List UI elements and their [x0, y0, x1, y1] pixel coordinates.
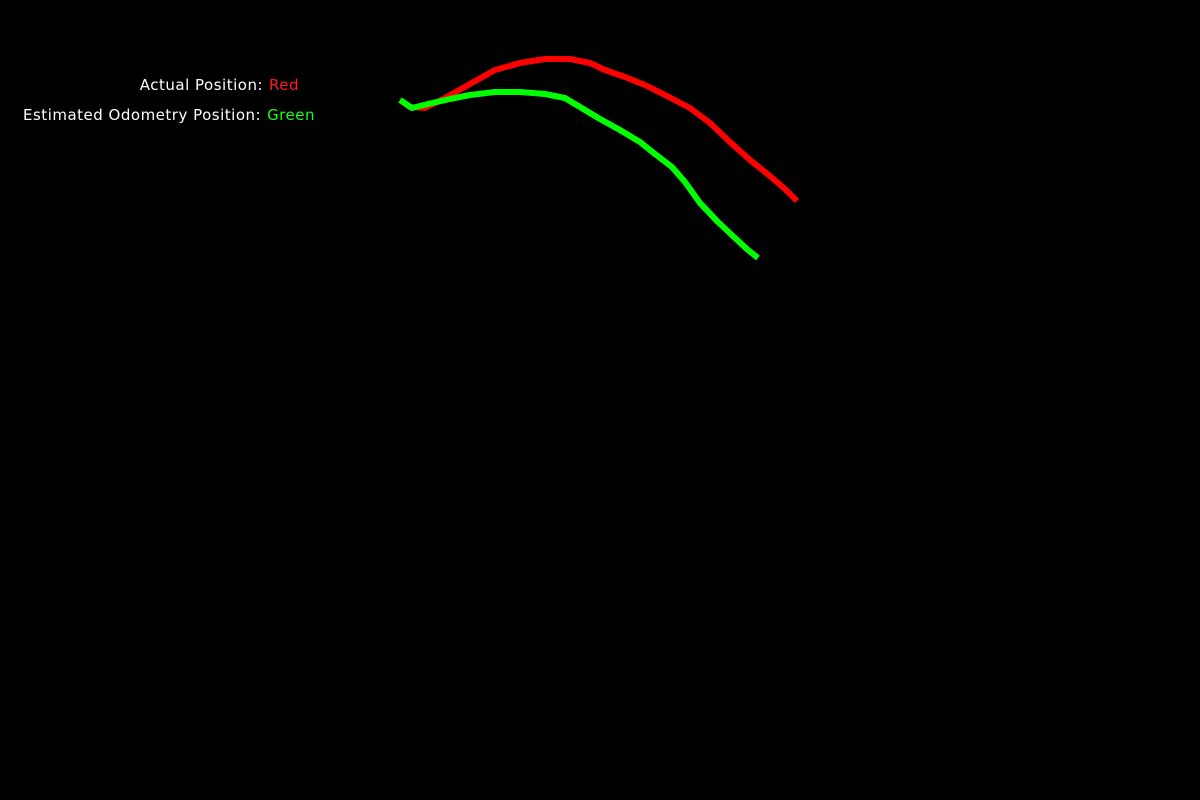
actual-position-line [398, 56, 800, 204]
legend-estimated-label: Estimated Odometry Position: [23, 106, 262, 124]
legend-estimated: Estimated Odometry Position: Green [23, 106, 315, 124]
estimated-odometry-line [398, 89, 760, 261]
legend: Actual Position: Red Estimated Odometry … [0, 0, 400, 140]
legend-actual-color-name: Red [269, 76, 299, 94]
series-layer [398, 56, 800, 261]
legend-estimated-color-name: Green [267, 106, 315, 124]
legend-actual: Actual Position: Red [140, 76, 299, 94]
legend-actual-label: Actual Position: [139, 76, 263, 94]
